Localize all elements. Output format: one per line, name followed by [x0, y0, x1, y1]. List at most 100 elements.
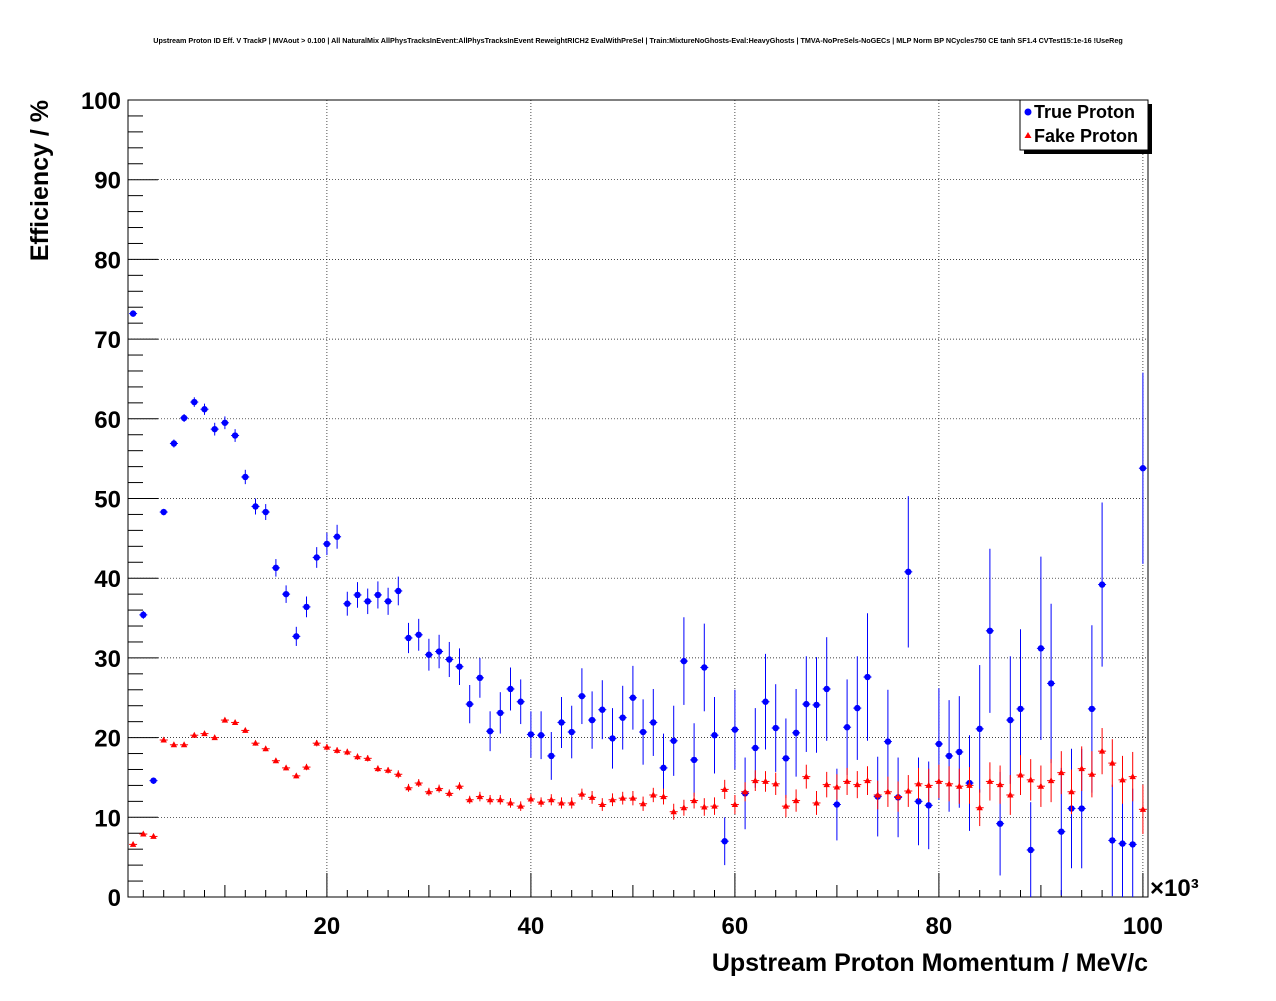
- fake-proton-point: [884, 788, 892, 795]
- fake-proton-point: [772, 780, 779, 787]
- true-proton-point: [476, 674, 484, 682]
- fake-proton-point: [915, 780, 922, 787]
- true-proton-point: [660, 764, 667, 772]
- true-proton-point: [915, 798, 922, 805]
- true-proton-point: [1098, 581, 1106, 588]
- true-proton-point: [599, 706, 606, 713]
- true-proton-point: [884, 738, 892, 745]
- true-proton-point: [905, 568, 912, 576]
- fake-proton-point: [476, 793, 484, 800]
- fake-proton-point: [507, 799, 514, 806]
- grid-lines: [128, 100, 1148, 897]
- fake-proton-point: [660, 793, 667, 800]
- fake-proton-point: [1109, 759, 1116, 766]
- fake-proton-point: [262, 745, 269, 752]
- fake-proton-point: [150, 832, 157, 839]
- true-proton-point: [578, 692, 586, 700]
- true-proton-point: [405, 634, 412, 642]
- fake-proton-point: [894, 793, 902, 800]
- fake-proton-point: [680, 804, 688, 811]
- true-proton-point: [731, 726, 739, 733]
- true-proton-point: [650, 719, 657, 726]
- true-proton-point: [843, 724, 851, 731]
- fake-proton-point: [364, 754, 371, 761]
- y-tick-label: 80: [94, 247, 121, 274]
- true-proton-point: [721, 838, 728, 845]
- y-tick-label: 100: [81, 88, 121, 115]
- true-proton-point: [262, 508, 269, 516]
- fake-proton-point: [180, 741, 188, 748]
- fake-proton-point: [1068, 788, 1075, 795]
- fake-proton-point: [537, 798, 545, 805]
- true-proton-point: [272, 564, 280, 572]
- true-proton-point: [1129, 841, 1136, 848]
- true-proton-point: [548, 752, 555, 760]
- true-proton-point: [140, 611, 147, 619]
- fake-proton-point: [527, 795, 535, 802]
- true-proton-point: [782, 755, 790, 762]
- true-proton-point: [629, 694, 637, 701]
- fake-proton-point: [252, 739, 259, 746]
- fake-proton-point: [854, 781, 861, 788]
- true-proton-point: [976, 725, 983, 733]
- fake-proton-point: [650, 791, 657, 798]
- true-proton-point: [374, 591, 382, 599]
- x-tick-label: 20: [314, 913, 341, 940]
- fake-proton-point: [752, 777, 759, 784]
- fake-proton-point: [435, 785, 443, 792]
- fake-proton-point: [548, 796, 555, 803]
- true-proton-point: [160, 508, 167, 516]
- true-proton-point: [701, 664, 708, 671]
- fake-proton-point: [925, 781, 932, 788]
- fake-proton-point: [374, 765, 382, 772]
- fake-proton-point: [405, 784, 412, 791]
- fake-proton-point: [140, 830, 147, 837]
- true-proton-point: [1109, 837, 1116, 844]
- true-proton-point: [129, 310, 137, 317]
- fake-proton-point: [1088, 770, 1096, 777]
- fake-proton-point: [639, 800, 647, 807]
- true-proton-point: [925, 802, 932, 809]
- x-tick-label: 100: [1123, 913, 1163, 940]
- fake-proton-point: [701, 803, 708, 810]
- true-proton-point: [996, 820, 1004, 827]
- true-proton-point: [762, 698, 769, 705]
- fake-proton-point: [303, 763, 310, 770]
- fake-proton-point: [333, 746, 341, 753]
- true-proton-point: [507, 685, 514, 693]
- true-proton-point: [211, 425, 218, 433]
- fake-proton-point: [415, 779, 422, 786]
- fake-proton-point: [599, 801, 606, 808]
- true-proton-point: [568, 728, 575, 736]
- fake-proton-point: [792, 797, 800, 804]
- fake-proton-point: [833, 783, 841, 790]
- y-tick-label: 20: [94, 726, 121, 753]
- fake-proton-point: [823, 781, 830, 788]
- fake-proton-point: [170, 741, 178, 748]
- fake-proton-point: [211, 734, 218, 741]
- fake-proton-point: [874, 791, 881, 798]
- y-tick-label: 60: [94, 407, 121, 434]
- legend-true-proton-marker: [1024, 108, 1032, 116]
- fake-proton-point: [201, 730, 208, 737]
- fake-proton-point: [242, 726, 249, 733]
- true-proton-point: [384, 598, 392, 605]
- true-proton-point: [486, 728, 494, 735]
- true-proton-point: [527, 731, 535, 738]
- fake-proton-point: [935, 777, 943, 784]
- fake-proton-point: [986, 777, 994, 784]
- fake-proton-point: [221, 716, 229, 723]
- true-proton-point: [435, 648, 443, 655]
- true-proton-point: [558, 719, 565, 726]
- chart-title: Upstream Proton ID Eff. V TrackP | MVAou…: [153, 36, 1122, 45]
- fake-proton-point: [670, 808, 677, 815]
- true-proton-point: [792, 729, 800, 737]
- fake-proton-point: [497, 796, 504, 803]
- true-proton-point: [497, 709, 504, 717]
- fake-proton-point: [425, 788, 433, 795]
- fake-proton-point: [976, 804, 983, 811]
- true-proton-point: [986, 627, 994, 635]
- true-proton-point: [466, 700, 473, 708]
